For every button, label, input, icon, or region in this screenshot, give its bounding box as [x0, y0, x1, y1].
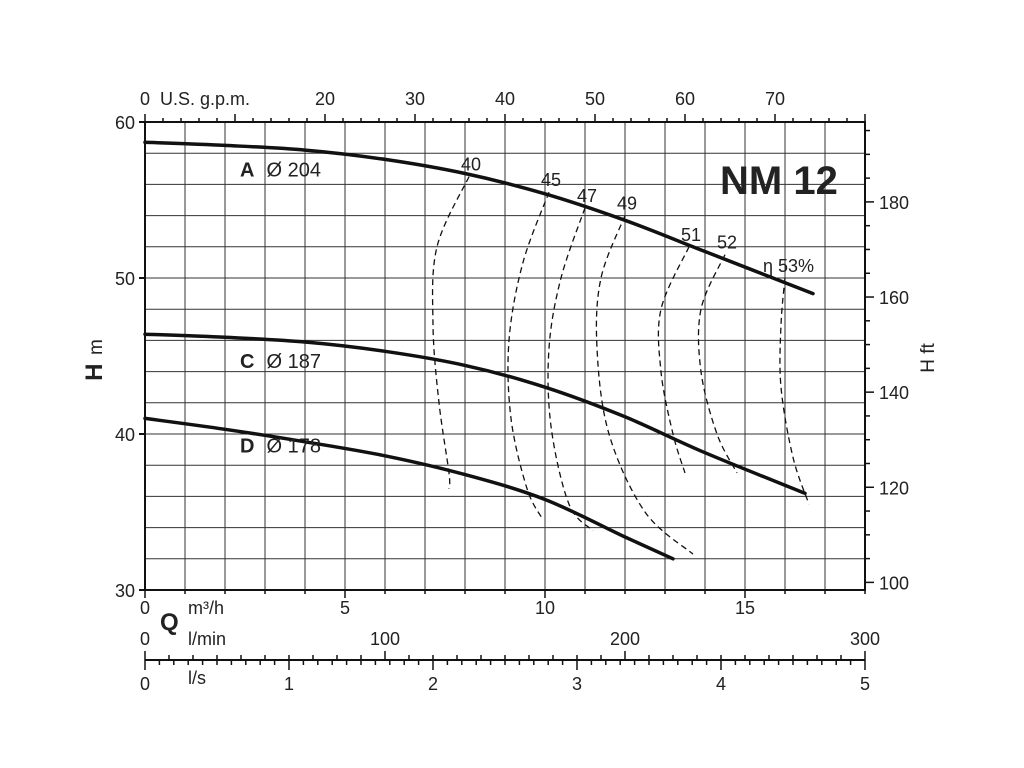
efficiency-label-40: 40 — [461, 155, 481, 175]
curve-diameter: Ø 187 — [266, 351, 320, 373]
y-right-tick-label: 120 — [879, 478, 909, 498]
grid — [145, 122, 865, 590]
x-gpm-tick-label: 20 — [315, 89, 335, 109]
y-left-unit: m — [86, 339, 107, 355]
curve-label-C: C Ø 187 — [240, 351, 321, 373]
y-right-tick-label: 180 — [879, 193, 909, 213]
y-left-tick-label: 60 — [115, 113, 135, 133]
x-primary-tick-label: 15 — [735, 598, 755, 618]
x-gpm-tick-label: 30 — [405, 89, 425, 109]
x-primary-tick-label: 0 — [140, 598, 150, 618]
x-ls-tick-label: 4 — [716, 674, 726, 694]
efficiency-curve-47 — [547, 207, 594, 532]
x-ls-tick-label: 1 — [284, 674, 294, 694]
y-right-tick-label: 160 — [879, 288, 909, 308]
efficiency-curve-49 — [595, 215, 694, 555]
x-primary-unit: m³/h — [188, 598, 224, 618]
curve-diameter: Ø 178 — [266, 435, 320, 457]
x-gpm-tick-label: 50 — [585, 89, 605, 109]
y-left-tick-label: 30 — [115, 581, 135, 601]
efficiency-curves: 40 45 47 49 51 52 η 53% — [431, 155, 814, 555]
y-right-tick-label: 140 — [879, 383, 909, 403]
y-left-tick-label: 50 — [115, 269, 135, 289]
chart-title: NM 12 — [720, 159, 838, 203]
y-left-label: H — [81, 363, 108, 380]
performance-curve-C — [143, 332, 807, 496]
x-lmin-tick-label: 100 — [370, 629, 400, 649]
x-ls-tick-label: 2 — [428, 674, 438, 694]
efficiency-label-49: 49 — [617, 194, 637, 214]
x-ls-unit: l/s — [188, 668, 206, 688]
efficiency-label-45: 45 — [541, 170, 561, 190]
curve-label-D: D Ø 178 — [240, 435, 321, 457]
x-gpm-tick-label: 0 — [140, 89, 150, 109]
x-gpm-unit: U.S. g.p.m. — [160, 89, 250, 109]
x-primary-label: Q — [160, 609, 179, 636]
performance-curve-D — [143, 416, 675, 561]
efficiency-curve-52 — [697, 254, 738, 474]
x-ls-tick-label: 5 — [860, 674, 870, 694]
x-gpm-tick-label: 60 — [675, 89, 695, 109]
efficiency-curve-51 — [657, 246, 690, 474]
x-gpm-tick-label: 70 — [765, 89, 785, 109]
y-left-title: H m — [81, 339, 108, 381]
efficiency-label-51: 51 — [681, 225, 701, 245]
efficiency-curve-53 — [779, 277, 810, 505]
y-right-title: H ft — [918, 343, 939, 373]
x-ls-tick-label: 3 — [572, 674, 582, 694]
efficiency-curve-45 — [507, 191, 550, 521]
x-lmin-tick-label: 200 — [610, 629, 640, 649]
y-right-tick-label: 100 — [879, 573, 909, 593]
curve-letter: A — [240, 159, 254, 181]
x-lmin-unit: l/min — [188, 629, 226, 649]
x-gpm-tick-label: 40 — [495, 89, 515, 109]
curve-letter: D — [240, 435, 254, 457]
efficiency-label-52: 52 — [717, 233, 737, 253]
efficiency-label-53: η 53% — [763, 256, 814, 276]
performance-curve-A — [143, 140, 815, 296]
plot-frame — [144, 121, 866, 591]
x-primary-tick-label: 10 — [535, 598, 555, 618]
y-left-tick-label: 40 — [115, 425, 135, 445]
efficiency-label-47: 47 — [577, 186, 597, 206]
x-lmin-tick-label: 0 — [140, 629, 150, 649]
performance-curves: A Ø 204 C Ø 187 D Ø 178 — [143, 140, 815, 561]
x-ls-tick-label: 0 — [140, 674, 150, 694]
efficiency-curve-40 — [431, 176, 470, 489]
curve-label-A: A Ø 204 — [240, 159, 321, 181]
x-primary-tick-label: 5 — [340, 598, 350, 618]
x-primary-title: Q — [160, 609, 179, 636]
curve-letter: C — [240, 351, 254, 373]
x-lmin-tick-label: 300 — [850, 629, 880, 649]
curve-diameter: Ø 204 — [266, 159, 320, 181]
